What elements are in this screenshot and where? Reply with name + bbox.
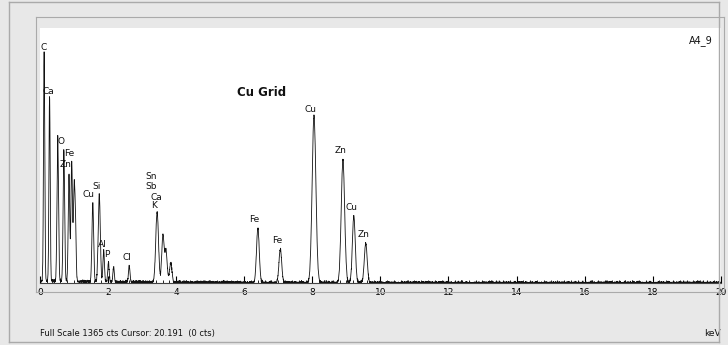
Text: P: P	[104, 250, 110, 259]
Text: keV: keV	[704, 329, 721, 338]
Text: Cu Grid: Cu Grid	[237, 86, 286, 99]
Text: A4_9: A4_9	[689, 35, 713, 46]
Text: Zn: Zn	[60, 160, 72, 169]
Text: Sb: Sb	[145, 183, 157, 191]
Text: O: O	[58, 137, 65, 146]
Text: Zn: Zn	[357, 230, 369, 239]
Text: Fe: Fe	[65, 149, 75, 158]
Text: K: K	[151, 201, 157, 210]
Text: Cu: Cu	[346, 204, 357, 213]
Text: C: C	[40, 43, 47, 52]
Text: Sn: Sn	[145, 172, 157, 181]
Text: Si: Si	[92, 182, 100, 191]
Text: Full Scale 1365 cts Cursor: 20.191  (0 cts): Full Scale 1365 cts Cursor: 20.191 (0 ct…	[40, 329, 215, 338]
Text: Cu: Cu	[305, 105, 317, 114]
Text: Cl: Cl	[122, 253, 131, 262]
Text: Ca: Ca	[151, 193, 162, 202]
Text: Cu: Cu	[83, 190, 95, 199]
Text: Al: Al	[98, 239, 106, 248]
Text: Ca: Ca	[42, 87, 54, 96]
Text: Zn: Zn	[334, 146, 346, 155]
Text: Fe: Fe	[272, 236, 282, 245]
Text: Fe: Fe	[249, 215, 260, 225]
